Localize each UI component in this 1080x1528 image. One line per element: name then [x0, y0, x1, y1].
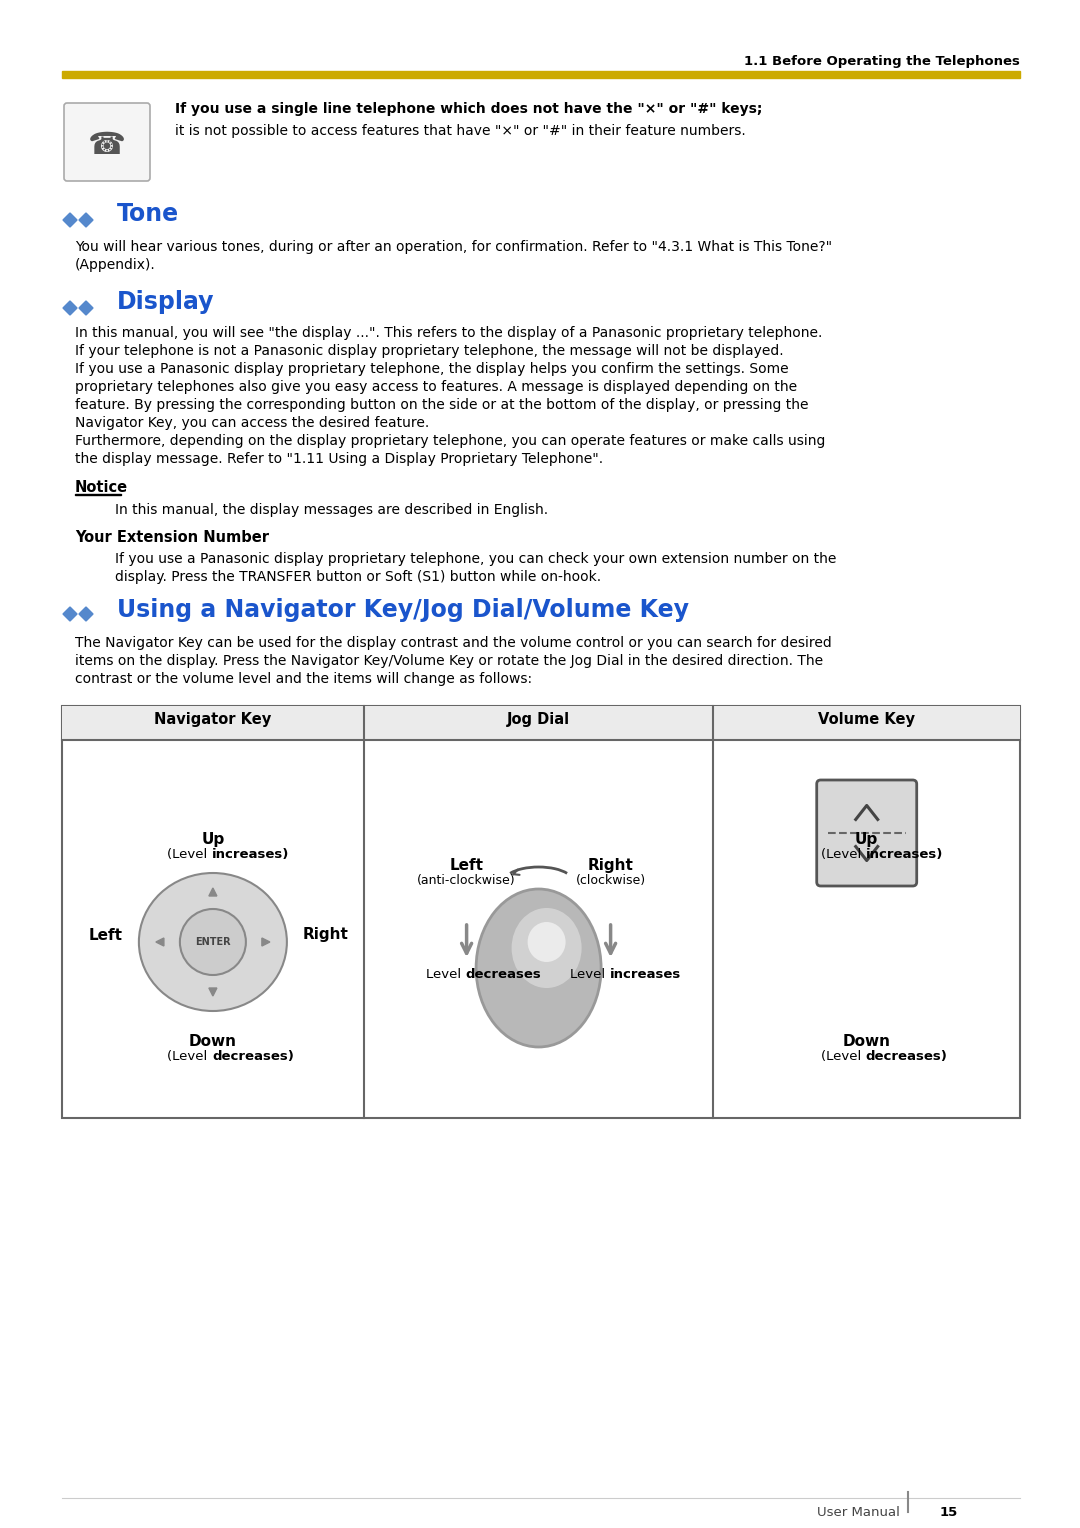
Text: Left: Left: [89, 927, 123, 943]
Text: feature. By pressing the corresponding button on the side or at the bottom of th: feature. By pressing the corresponding b…: [75, 397, 809, 413]
Text: (anti-clockwise): (anti-clockwise): [417, 874, 516, 886]
Text: Tone: Tone: [117, 202, 179, 226]
Polygon shape: [261, 938, 270, 946]
Text: Up: Up: [855, 833, 878, 847]
Ellipse shape: [528, 921, 566, 963]
Text: (clockwise): (clockwise): [576, 874, 646, 886]
Text: If you use a single line telephone which does not have the "×" or "#" keys;: If you use a single line telephone which…: [175, 102, 762, 116]
Text: Navigator Key, you can access the desired feature.: Navigator Key, you can access the desire…: [75, 416, 429, 429]
Text: (Level: (Level: [821, 1050, 866, 1063]
Polygon shape: [79, 212, 93, 228]
Text: Notice: Notice: [75, 480, 129, 495]
Text: increases): increases): [866, 848, 943, 860]
Text: proprietary telephones also give you easy access to features. A message is displ: proprietary telephones also give you eas…: [75, 380, 797, 394]
Polygon shape: [79, 607, 93, 620]
Text: decreases): decreases): [866, 1050, 947, 1063]
Text: display. Press the TRANSFER button or Soft (S1) button while on-hook.: display. Press the TRANSFER button or So…: [114, 570, 602, 584]
Text: Furthermore, depending on the display proprietary telephone, you can operate fea: Furthermore, depending on the display pr…: [75, 434, 825, 448]
Text: (Level: (Level: [821, 848, 866, 860]
Text: the display message. Refer to "1.11 Using a Display Proprietary Telephone".: the display message. Refer to "1.11 Usin…: [75, 452, 603, 466]
Bar: [62, 706, 1020, 740]
Polygon shape: [156, 938, 164, 946]
Text: Your Extension Number: Your Extension Number: [75, 530, 269, 545]
Text: 15: 15: [940, 1507, 958, 1519]
Polygon shape: [208, 888, 217, 895]
Text: In this manual, you will see "the display ...". This refers to the display of a : In this manual, you will see "the displa…: [75, 325, 822, 341]
Text: increases: increases: [609, 969, 680, 981]
Polygon shape: [79, 301, 93, 315]
Ellipse shape: [476, 889, 602, 1047]
Text: 1.1 Before Operating the Telephones: 1.1 Before Operating the Telephones: [744, 55, 1020, 69]
Text: Up: Up: [201, 833, 225, 847]
Text: Volume Key: Volume Key: [819, 712, 915, 727]
Text: (Level: (Level: [167, 848, 212, 860]
Text: Navigator Key: Navigator Key: [154, 712, 271, 727]
Bar: [62, 70, 1020, 78]
Text: User Manual: User Manual: [818, 1507, 900, 1519]
Text: Display: Display: [117, 290, 215, 313]
Text: If you use a Panasonic display proprietary telephone, you can check your own ext: If you use a Panasonic display proprieta…: [114, 552, 836, 565]
Text: If your telephone is not a Panasonic display proprietary telephone, the message : If your telephone is not a Panasonic dis…: [75, 344, 784, 358]
Text: it is not possible to access features that have "×" or "#" in their feature numb: it is not possible to access features th…: [175, 124, 746, 138]
Ellipse shape: [139, 872, 287, 1012]
FancyBboxPatch shape: [816, 779, 917, 886]
Polygon shape: [63, 301, 77, 315]
Text: (Level: (Level: [167, 1050, 212, 1063]
Bar: [62, 706, 1020, 1118]
Polygon shape: [63, 607, 77, 620]
Text: Using a Navigator Key/Jog Dial/Volume Key: Using a Navigator Key/Jog Dial/Volume Ke…: [117, 597, 689, 622]
Text: ☎: ☎: [87, 130, 126, 159]
Text: decreases): decreases): [212, 1050, 294, 1063]
Text: (Appendix).: (Appendix).: [75, 258, 156, 272]
Text: If you use a Panasonic display proprietary telephone, the display helps you conf: If you use a Panasonic display proprieta…: [75, 362, 788, 376]
Circle shape: [180, 909, 246, 975]
Ellipse shape: [512, 908, 582, 989]
FancyBboxPatch shape: [64, 102, 150, 180]
Text: Right: Right: [588, 859, 634, 872]
Text: You will hear various tones, during or after an operation, for confirmation. Ref: You will hear various tones, during or a…: [75, 240, 832, 254]
Polygon shape: [63, 212, 77, 228]
Text: The Navigator Key can be used for the display contrast and the volume control or: The Navigator Key can be used for the di…: [75, 636, 832, 649]
Text: Down: Down: [842, 1034, 891, 1050]
Text: contrast or the volume level and the items will change as follows:: contrast or the volume level and the ite…: [75, 672, 532, 686]
Text: Jog Dial: Jog Dial: [507, 712, 570, 727]
Text: increases): increases): [212, 848, 289, 860]
Text: Down: Down: [189, 1034, 237, 1050]
Text: Level: Level: [570, 969, 609, 981]
Text: items on the display. Press the Navigator Key/Volume Key or rotate the Jog Dial : items on the display. Press the Navigato…: [75, 654, 823, 668]
Text: ENTER: ENTER: [195, 937, 231, 947]
Text: Right: Right: [302, 927, 349, 943]
Polygon shape: [208, 989, 217, 996]
Text: In this manual, the display messages are described in English.: In this manual, the display messages are…: [114, 503, 549, 516]
Text: Level: Level: [427, 969, 465, 981]
Text: Left: Left: [449, 859, 484, 872]
Text: decreases: decreases: [465, 969, 541, 981]
